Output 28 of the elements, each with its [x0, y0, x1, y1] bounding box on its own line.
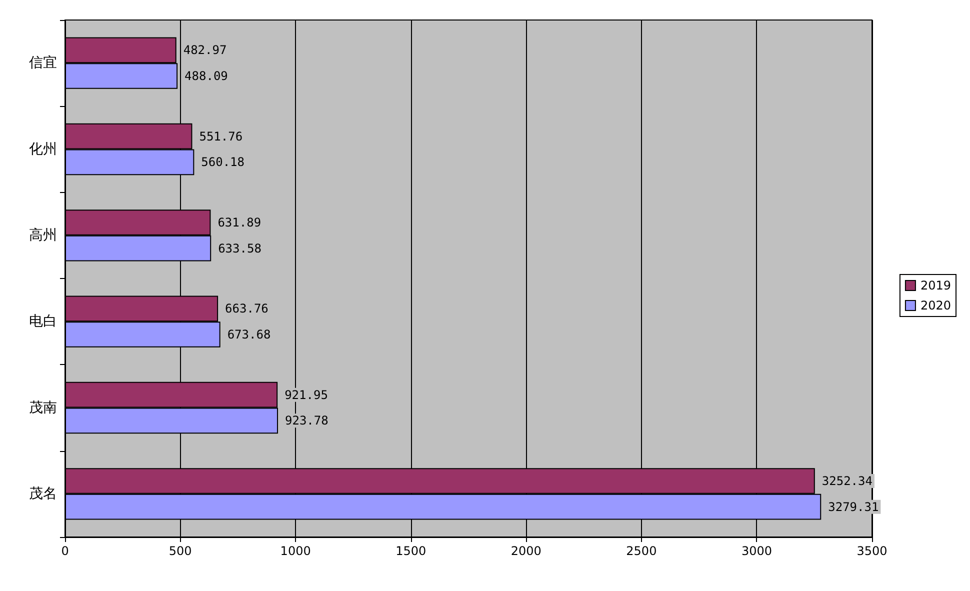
y-tick-label: 电白: [29, 314, 57, 330]
data-label: 673.68: [227, 328, 271, 342]
x-tick-label: 0: [61, 544, 69, 558]
legend-label: 2020: [920, 298, 952, 312]
data-label: 560.18: [201, 155, 245, 170]
data-label: 663.76: [225, 302, 268, 316]
y-tick-label: 化州: [29, 141, 57, 158]
x-tick-label: 2500: [626, 544, 657, 558]
data-label: 633.58: [218, 241, 262, 256]
y-tick-label: 茂名: [29, 486, 57, 502]
data-label: 482.97: [183, 43, 227, 58]
x-tick-label: 3500: [856, 544, 888, 558]
data-label: 3252.34: [822, 474, 872, 488]
data-label: 488.09: [184, 69, 228, 84]
x-tick-label: 1500: [396, 544, 426, 558]
x-tick-label: 2000: [510, 544, 542, 558]
data-label: 3279.31: [828, 500, 879, 514]
data-label: 921.95: [284, 388, 328, 402]
y-tick-label: 信宜: [29, 55, 57, 72]
x-tick-label: 1000: [280, 544, 311, 558]
y-tick-label: 高州: [29, 227, 57, 244]
data-label: 923.78: [284, 414, 328, 428]
x-tick-label: 3000: [741, 544, 772, 558]
y-tick-label: 茂南: [29, 400, 57, 416]
legend-label: 2019: [920, 278, 952, 292]
x-tick-label: 500: [168, 544, 192, 558]
data-label: 551.76: [199, 129, 243, 144]
data-label: 631.89: [218, 215, 262, 230]
